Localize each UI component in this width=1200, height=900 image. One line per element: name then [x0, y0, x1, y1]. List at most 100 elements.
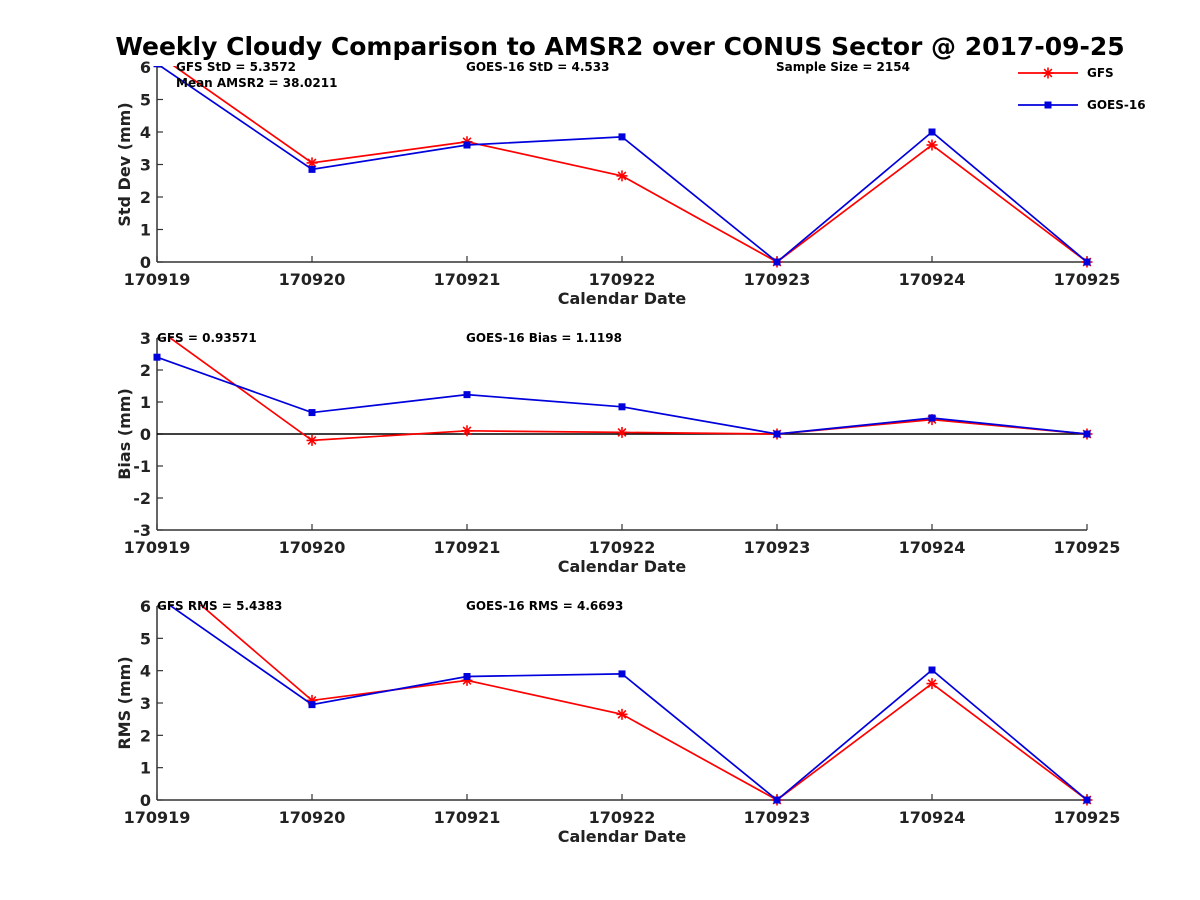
series-gfs	[167, 337, 1093, 446]
x-tick-label: 170923	[744, 270, 811, 289]
legend-entry: GFS	[1018, 66, 1114, 80]
y-tick-label: -2	[133, 489, 151, 508]
x-axis-label: Calendar Date	[558, 827, 687, 846]
panel-rms: 0 1 2 3 4 5 6 170919 170920 170921 170922 170923 170…	[115, 562, 1121, 846]
panel-std: 0 1 2 3 4 5 6 170919 170920 170921 170922 170923 170…	[115, 58, 1120, 308]
chart-panels: 0 1 2 3 4 5 6 170919 170920 170921 170922 170923 170…	[115, 58, 1121, 846]
y-tick-label: 0	[140, 791, 151, 810]
series-goes-16	[153, 66, 1091, 266]
data-point	[463, 672, 471, 680]
data-point	[618, 403, 626, 411]
series-goes-16	[167, 605, 1091, 804]
stat-annotation: GOES-16 RMS = 4.6693	[466, 599, 623, 613]
y-tick-label: 0	[140, 253, 151, 272]
legend-entry: GOES-16	[1018, 98, 1146, 112]
data-point	[928, 414, 936, 422]
y-tick-label: 3	[140, 694, 151, 713]
stat-annotation: GOES-16 Bias = 1.1198	[466, 331, 622, 345]
x-tick-label: 170920	[279, 808, 346, 827]
legend-label: GFS	[1087, 66, 1114, 80]
stat-annotation: GFS RMS = 5.4383	[157, 599, 282, 613]
data-point	[463, 391, 471, 399]
chart-legend: GFS GOES-16	[1018, 66, 1146, 112]
x-tick-label: 170921	[434, 808, 501, 827]
data-point	[616, 708, 628, 720]
data-point	[153, 353, 161, 361]
x-tick-label: 170920	[279, 538, 346, 557]
y-tick-label: 5	[140, 629, 151, 648]
x-tick-label: 170924	[899, 538, 966, 557]
y-axis-label: Bias (mm)	[115, 388, 134, 480]
y-tick-label: 1	[140, 759, 151, 778]
y-tick-label: 6	[140, 58, 151, 77]
x-tick-label: 170921	[434, 270, 501, 289]
y-tick-label: 0	[140, 425, 151, 444]
panel-bias: -3 -2 -1 0 1 2 3 170919 170920 170921 170922 170923…	[115, 329, 1121, 576]
data-point	[306, 434, 318, 446]
stat-annotation: Sample Size = 2154	[776, 60, 910, 74]
data-point	[308, 409, 316, 417]
y-axis-label: Std Dev (mm)	[115, 102, 134, 226]
x-tick-label: 170922	[589, 270, 656, 289]
data-point	[616, 426, 628, 438]
y-tick-label: 2	[140, 726, 151, 745]
x-tick-label: 170920	[279, 270, 346, 289]
x-tick-label: 170919	[124, 270, 191, 289]
data-point	[928, 666, 936, 674]
data-point	[773, 796, 781, 804]
x-tick-label: 170925	[1054, 538, 1121, 557]
y-tick-label: 3	[140, 156, 151, 175]
stat-annotation: GOES-16 StD = 4.533	[466, 60, 609, 74]
series-line	[156, 356, 1088, 435]
data-point	[773, 258, 781, 266]
legend-label: GOES-16	[1087, 98, 1146, 112]
data-point	[618, 133, 626, 141]
data-point	[308, 165, 316, 173]
x-axis-label: Calendar Date	[558, 557, 687, 576]
y-tick-label: -3	[133, 521, 151, 540]
data-point	[928, 128, 936, 136]
y-tick-label: 3	[140, 329, 151, 348]
data-point	[461, 425, 473, 437]
legend-marker	[1044, 101, 1052, 109]
y-tick-label: 1	[140, 393, 151, 412]
stat-annotation: GFS = 0.93571	[157, 331, 257, 345]
y-tick-label: 6	[140, 597, 151, 616]
x-tick-label: 170924	[899, 808, 966, 827]
data-point	[773, 430, 781, 438]
y-tick-label: 4	[140, 123, 151, 142]
stat-annotation: Mean AMSR2 = 38.0211	[176, 76, 337, 90]
data-point	[1083, 430, 1091, 438]
series-line	[167, 337, 1088, 442]
data-point	[616, 170, 628, 182]
x-axis-label: Calendar Date	[558, 289, 687, 308]
x-tick-label: 170921	[434, 538, 501, 557]
x-tick-label: 170919	[124, 538, 191, 557]
x-tick-label: 170925	[1054, 808, 1121, 827]
series-line	[158, 66, 1088, 264]
y-tick-label: 2	[140, 361, 151, 380]
y-tick-label: -1	[133, 457, 151, 476]
x-tick-label: 170922	[589, 808, 656, 827]
chart-title: Weekly Cloudy Comparison to AMSR2 over C…	[115, 32, 1124, 61]
data-point	[1083, 258, 1091, 266]
y-axis-label: RMS (mm)	[115, 656, 134, 749]
legend-marker	[1042, 67, 1054, 79]
series-line	[167, 605, 1088, 802]
stat-annotation: GFS StD = 5.3572	[176, 60, 296, 74]
data-point	[926, 139, 938, 151]
x-tick-label: 170923	[744, 808, 811, 827]
x-tick-label: 170924	[899, 270, 966, 289]
data-point	[308, 701, 316, 709]
series-goes-16	[153, 353, 1091, 438]
x-tick-label: 170922	[589, 538, 656, 557]
data-point	[926, 678, 938, 690]
data-point	[618, 670, 626, 678]
data-point	[152, 562, 163, 573]
data-point	[1083, 796, 1091, 804]
y-tick-label: 1	[140, 221, 151, 240]
y-tick-label: 2	[140, 188, 151, 207]
data-point	[463, 141, 471, 149]
x-tick-label: 170919	[124, 808, 191, 827]
